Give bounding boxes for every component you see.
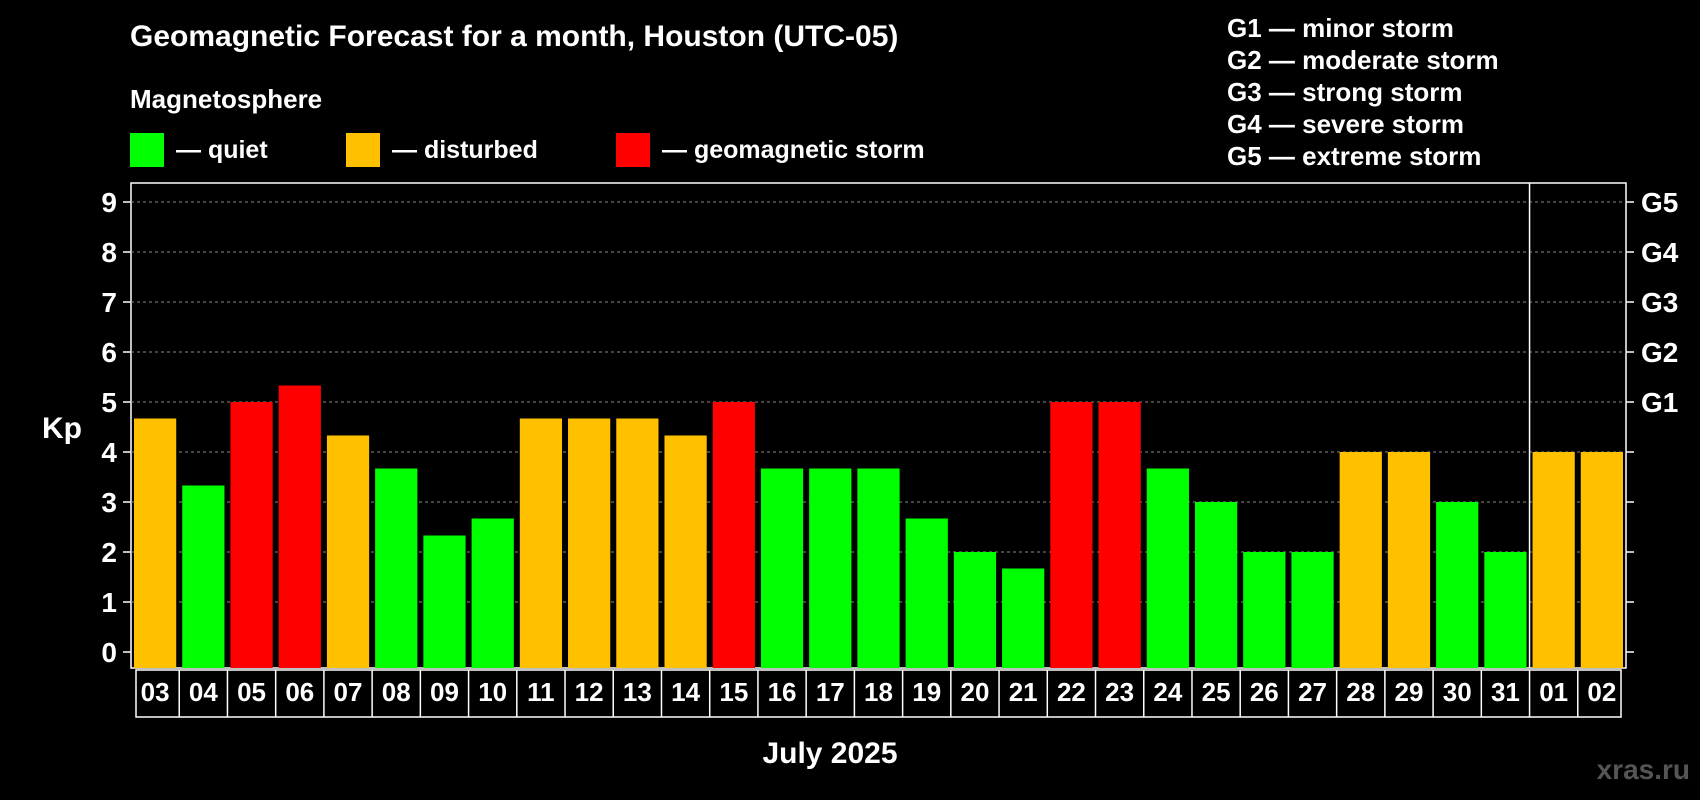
date-label-13: 13 xyxy=(623,677,652,707)
kp-bar-19 xyxy=(905,518,948,668)
date-label-23: 23 xyxy=(1105,677,1134,707)
date-label-30: 30 xyxy=(1443,677,1472,707)
kp-bar-02 xyxy=(1580,452,1623,668)
kp-bar-09 xyxy=(423,535,466,668)
chart-title: Geomagnetic Forecast for a month, Housto… xyxy=(130,20,899,53)
date-label-21: 21 xyxy=(1009,677,1038,707)
date-strip xyxy=(135,669,1622,718)
date-label-11: 11 xyxy=(527,677,555,707)
storm-scale-g3: G3 — strong storm xyxy=(1227,77,1463,107)
kp-bar-31 xyxy=(1484,552,1527,668)
legend-label-disturbed: — disturbed xyxy=(392,135,538,164)
y-tick-label-5: 5 xyxy=(101,387,117,418)
date-label-16: 16 xyxy=(768,677,797,707)
kp-bar-21 xyxy=(1002,568,1045,668)
y-tick-label-9: 9 xyxy=(101,187,117,218)
storm-scale-g4: G4 — severe storm xyxy=(1227,109,1465,139)
kp-bar-13 xyxy=(616,418,659,668)
kp-bar-11 xyxy=(519,418,563,668)
kp-bar-16 xyxy=(760,468,804,668)
g-scale-label-g5: G5 xyxy=(1641,187,1678,218)
kp-bar-30 xyxy=(1436,502,1479,668)
g-scale-label-g4: G4 xyxy=(1641,237,1679,268)
kp-bar-14 xyxy=(664,435,707,668)
date-label-18: 18 xyxy=(864,677,893,707)
storm-scale-g2: G2 — moderate storm xyxy=(1227,45,1499,75)
date-label-19: 19 xyxy=(912,677,941,707)
kp-bar-07 xyxy=(326,435,370,668)
y-tick-label-8: 8 xyxy=(101,237,117,268)
kp-bar-29 xyxy=(1387,452,1431,668)
kp-bar-28 xyxy=(1339,452,1382,668)
kp-bar-15 xyxy=(712,402,755,668)
date-label-03: 03 xyxy=(141,677,170,707)
y-tick-label-6: 6 xyxy=(101,337,117,368)
kp-bar-04 xyxy=(182,485,225,668)
legend-title: Magnetosphere xyxy=(130,84,323,114)
kp-bar-03 xyxy=(134,418,177,668)
date-label-20: 20 xyxy=(960,677,989,707)
storm-swatch xyxy=(616,133,650,167)
g-scale-label-g1: G1 xyxy=(1641,387,1678,418)
date-label-17: 17 xyxy=(816,677,845,707)
legend-label-quiet: — quiet xyxy=(176,135,268,164)
date-label-29: 29 xyxy=(1395,677,1424,707)
kp-bar-10 xyxy=(471,518,514,668)
date-label-25: 25 xyxy=(1202,677,1231,707)
date-label-22: 22 xyxy=(1057,677,1086,707)
legend-item-quiet: — quiet xyxy=(130,133,268,167)
date-label-31: 31 xyxy=(1491,677,1520,707)
date-label-28: 28 xyxy=(1346,677,1375,707)
y-tick-label-2: 2 xyxy=(101,537,117,568)
date-label-09: 09 xyxy=(430,677,459,707)
y-tick-label-3: 3 xyxy=(101,487,117,518)
x-axis-label: July 2025 xyxy=(762,737,898,770)
date-label-27: 27 xyxy=(1298,677,1327,707)
y-tick-label-1: 1 xyxy=(101,587,117,618)
kp-bar-23 xyxy=(1098,402,1141,668)
kp-bar-01 xyxy=(1532,452,1575,668)
date-label-07: 07 xyxy=(334,677,363,707)
g-scale-label-g3: G3 xyxy=(1641,287,1678,318)
storm-scale-list: G1 — minor storm G2 — moderate storm G3 … xyxy=(1227,12,1499,172)
y-tick-label-4: 4 xyxy=(101,437,117,468)
y-axis-label: Kp xyxy=(42,412,82,445)
kp-bar-06 xyxy=(278,385,321,668)
quiet-swatch xyxy=(130,133,164,167)
kp-bar-25 xyxy=(1194,502,1238,668)
date-label-26: 26 xyxy=(1250,677,1279,707)
watermark: xras.ru xyxy=(1596,754,1690,785)
kp-bar-12 xyxy=(568,418,611,668)
g-scale-label-g2: G2 xyxy=(1641,337,1678,368)
date-label-05: 05 xyxy=(237,677,266,707)
kp-bar-05 xyxy=(230,402,273,668)
kp-bar-17 xyxy=(809,468,852,668)
kp-bar-26 xyxy=(1243,552,1286,668)
kp-bar-20 xyxy=(953,552,997,668)
kp-bar-22 xyxy=(1050,402,1093,668)
kp-bar-18 xyxy=(857,468,900,668)
date-label-02: 02 xyxy=(1587,677,1616,707)
y-tick-label-7: 7 xyxy=(101,287,117,318)
storm-scale-g5: G5 — extreme storm xyxy=(1227,141,1482,171)
y-tick-label-0: 0 xyxy=(101,637,117,668)
legend-item-disturbed: — disturbed xyxy=(346,133,538,167)
date-label-10: 10 xyxy=(478,677,507,707)
disturbed-swatch xyxy=(346,133,380,167)
date-label-08: 08 xyxy=(382,677,411,707)
date-label-04: 04 xyxy=(189,677,218,707)
date-label-12: 12 xyxy=(575,677,604,707)
legend-label-storm: — geomagnetic storm xyxy=(662,135,925,164)
date-label-06: 06 xyxy=(285,677,314,707)
legend-item-storm: — geomagnetic storm xyxy=(616,133,925,167)
kp-bar-24 xyxy=(1146,468,1189,668)
date-label-15: 15 xyxy=(719,677,748,707)
date-label-24: 24 xyxy=(1153,677,1182,707)
kp-bar-27 xyxy=(1291,552,1334,668)
date-label-01: 01 xyxy=(1539,677,1568,707)
date-label-14: 14 xyxy=(671,677,700,707)
storm-scale-g1: G1 — minor storm xyxy=(1227,13,1454,43)
kp-bar-08 xyxy=(375,468,418,668)
